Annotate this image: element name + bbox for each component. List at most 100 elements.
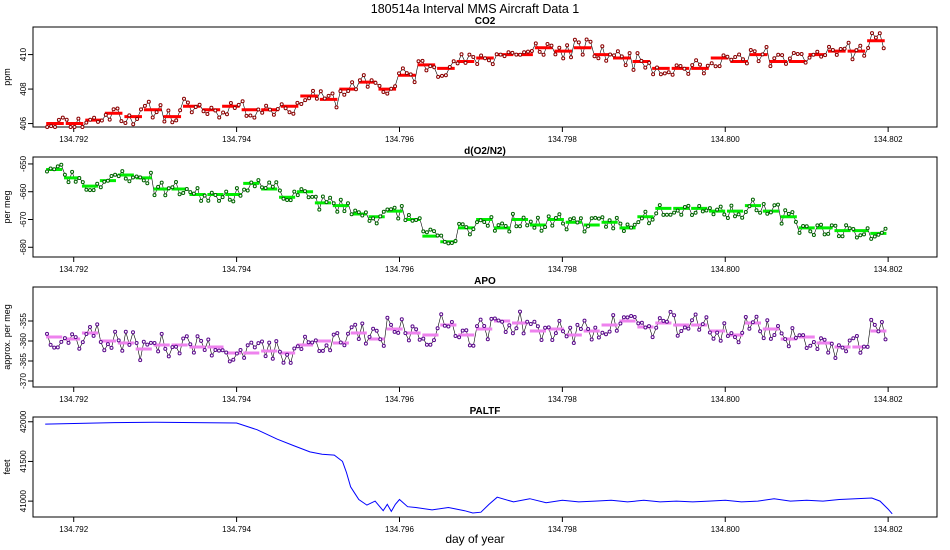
data-point — [317, 349, 322, 353]
data-point — [625, 222, 630, 227]
data-point — [879, 230, 884, 235]
data-point — [424, 68, 429, 73]
data-point — [139, 107, 143, 112]
data-point — [503, 330, 508, 334]
data-point — [330, 91, 335, 96]
data-point — [371, 326, 376, 331]
data-point — [184, 187, 189, 191]
data-point — [166, 108, 171, 113]
data-point — [725, 334, 730, 338]
data-point — [561, 221, 565, 226]
data-point — [363, 341, 368, 346]
data-point — [791, 51, 796, 55]
data-point — [403, 331, 408, 336]
data-point — [772, 333, 777, 337]
data-point — [188, 190, 193, 195]
data-point — [636, 321, 641, 326]
data-point — [847, 226, 852, 231]
data-point — [457, 335, 462, 340]
data-point — [569, 55, 573, 60]
data-point — [829, 223, 834, 228]
x-tick-label: 134.792 — [59, 525, 88, 534]
data-point — [693, 312, 698, 317]
data-point — [543, 325, 548, 330]
data-point — [632, 222, 637, 227]
series-line — [47, 32, 884, 128]
data-point — [120, 169, 125, 174]
data-point — [45, 125, 50, 129]
x-tick-label: 134.798 — [548, 395, 577, 404]
data-point — [292, 189, 297, 194]
data-point — [546, 214, 551, 219]
data-point — [588, 39, 593, 44]
data-point — [525, 319, 530, 324]
data-point — [156, 349, 161, 354]
data-point — [295, 344, 300, 349]
panel-0: CO2 ppm 134.792 134.794 134.796 134.798 134.80… — [2, 16, 938, 144]
data-point — [698, 62, 702, 67]
data-point — [285, 198, 290, 202]
data-point — [612, 53, 616, 58]
data-point — [59, 339, 64, 344]
data-point — [471, 55, 476, 59]
y-tick-label: -355 — [19, 312, 28, 329]
data-point — [80, 180, 85, 185]
data-point — [819, 336, 823, 341]
data-point — [666, 70, 671, 75]
data-point — [611, 226, 616, 231]
data-point — [793, 335, 798, 340]
data-point — [840, 234, 845, 239]
data-point — [209, 105, 214, 110]
data-point — [658, 72, 663, 77]
data-point — [550, 338, 555, 342]
y-tick-label: -370 — [19, 372, 28, 389]
data-point — [224, 189, 229, 194]
data-point — [440, 73, 444, 78]
data-point — [399, 204, 404, 208]
data-point — [338, 89, 343, 94]
data-point — [378, 337, 383, 342]
data-point — [593, 215, 598, 220]
data-point — [396, 216, 401, 221]
data-point — [389, 207, 393, 212]
data-point — [768, 64, 773, 69]
data-point — [267, 180, 272, 185]
data-point — [657, 203, 662, 208]
data-point — [862, 232, 866, 237]
data-point — [174, 180, 178, 184]
data-point — [270, 356, 275, 361]
data-point — [202, 193, 207, 198]
data-point — [686, 326, 691, 331]
x-tick-label: 134.792 — [59, 135, 88, 144]
data-point — [98, 340, 103, 344]
data-point — [148, 170, 153, 175]
data-point — [360, 321, 365, 326]
data-point — [801, 333, 806, 338]
data-point — [123, 121, 128, 125]
data-point — [682, 325, 687, 330]
data-point — [107, 117, 112, 122]
data-point — [786, 211, 791, 216]
data-point — [879, 320, 884, 324]
data-point — [754, 208, 759, 213]
data-point — [733, 335, 737, 340]
data-point — [145, 342, 150, 347]
data-point — [138, 175, 143, 180]
data-point — [62, 172, 67, 177]
data-point — [320, 194, 325, 199]
data-point — [722, 212, 727, 217]
data-point — [260, 339, 264, 344]
data-point — [729, 331, 734, 336]
data-point — [191, 350, 196, 355]
data-point — [353, 322, 358, 327]
data-point — [811, 340, 816, 344]
data-point — [647, 221, 651, 226]
data-point — [503, 224, 508, 228]
data-point — [417, 337, 422, 342]
data-point — [697, 327, 702, 332]
data-point — [193, 105, 198, 109]
data-point — [639, 216, 644, 221]
data-point — [869, 236, 874, 241]
data-point — [188, 342, 193, 347]
data-point — [163, 346, 168, 351]
